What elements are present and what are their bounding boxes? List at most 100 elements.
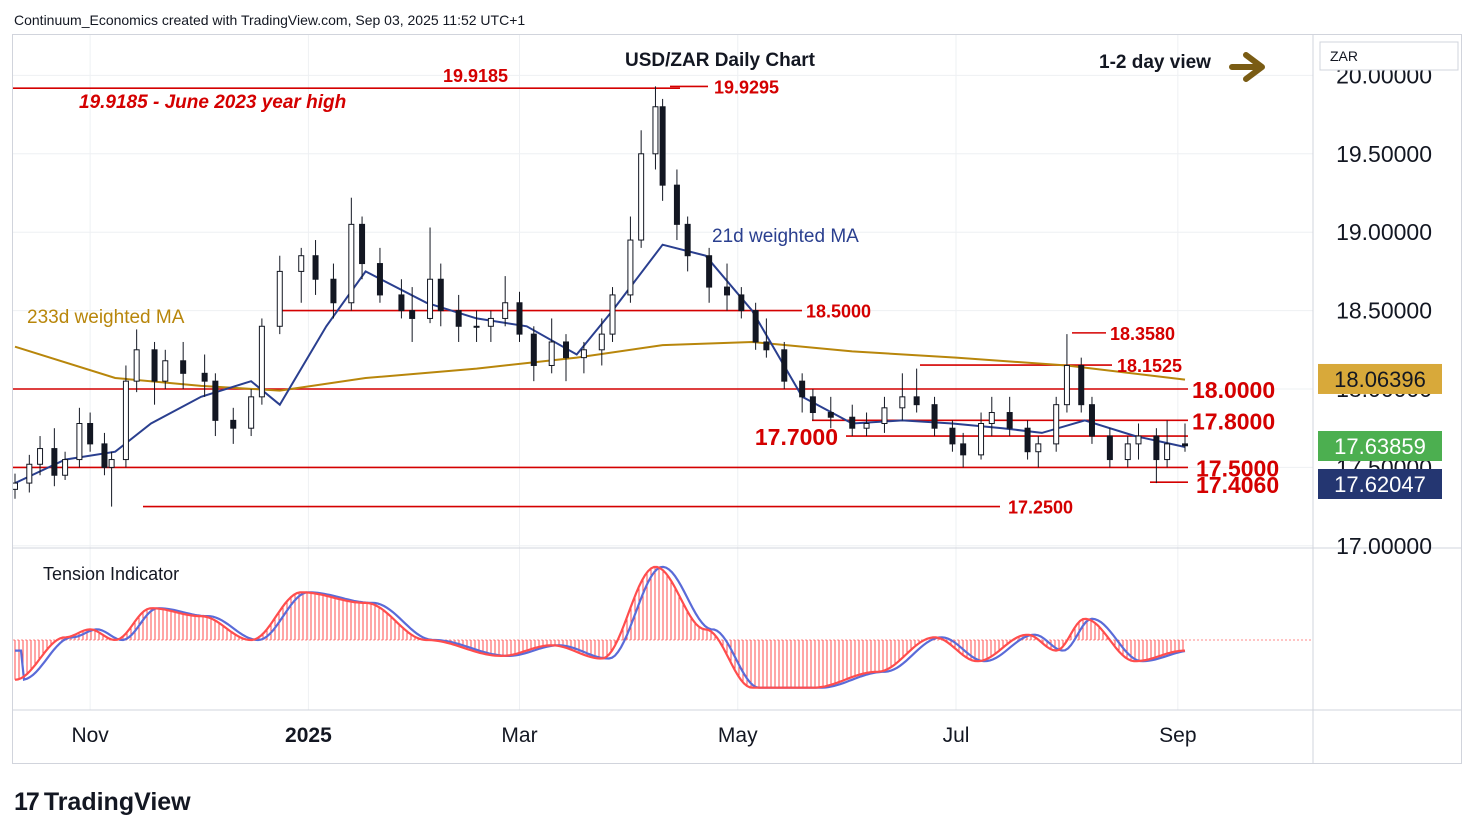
candle-body [684, 223, 691, 257]
wma233-path [14, 340, 1186, 392]
level-label: 17.8000 [1192, 408, 1275, 434]
candle-body [276, 270, 283, 327]
candle-body [627, 239, 634, 296]
view-note: 1-2 day view [1099, 52, 1211, 73]
candle-body [487, 317, 494, 327]
candle-body [849, 416, 856, 429]
candle-body [258, 325, 265, 398]
candle-body [108, 459, 115, 468]
tradingview-brand: 17 TradingView [14, 788, 191, 817]
candle-body [1078, 364, 1085, 406]
candle-body [51, 448, 58, 476]
candle-body [1124, 443, 1131, 461]
candle-body [398, 294, 405, 312]
candle-body [881, 407, 888, 424]
candle-body [312, 255, 319, 280]
time-axis-ticks: Nov 2025 Mar May Jul Sep [71, 724, 1196, 747]
chart-attribution: Continuum_Economics created with Trading… [14, 12, 526, 28]
support-resistance-levels [13, 85, 1188, 508]
candle-body [359, 223, 366, 265]
currency-label: ZAR [1330, 48, 1358, 64]
candle-body [180, 360, 187, 374]
candle-body [1024, 427, 1031, 453]
candle-body [548, 341, 555, 366]
candle-body [330, 278, 337, 304]
candle-body [809, 396, 816, 414]
candle-body [437, 278, 444, 312]
candle-body [913, 396, 920, 406]
candle-body [724, 286, 731, 296]
price-badge [1318, 363, 1442, 394]
candle-body [201, 372, 208, 382]
candle-body [960, 443, 967, 456]
candle-body [122, 380, 129, 461]
wma233-line [14, 340, 1186, 392]
candle-body [1106, 435, 1113, 461]
candle-body [580, 349, 587, 359]
level-label: 18.1525 [1117, 356, 1182, 376]
tension-main-line [14, 565, 1186, 689]
level-label: 19.9185 [443, 66, 508, 86]
price-badge [1318, 431, 1442, 461]
candle-body [26, 463, 33, 484]
candle-body [516, 302, 523, 335]
level-label: 18.0000 [1192, 377, 1275, 403]
candle-body [1088, 404, 1095, 437]
candle-body [133, 349, 140, 382]
price-badge-label: 18.06396 [1334, 367, 1426, 392]
candle-body [298, 255, 305, 272]
candle-body [230, 419, 237, 429]
candle-body [427, 278, 434, 319]
time-tick-label: Nov [71, 724, 109, 747]
candle-body [863, 422, 870, 429]
price-tick-label: 19.00000 [1336, 219, 1432, 245]
level-label: 19.9295 [714, 77, 779, 97]
time-tick-label: 2025 [285, 724, 332, 747]
level-label: 17.5000 [1196, 455, 1279, 481]
level-labels: 19.9185 19.9295 18.5000 18.3580 18.1525 18.00… [79, 66, 1279, 517]
candle-body [212, 380, 219, 421]
candle-body [978, 422, 985, 456]
candle-body [563, 341, 570, 359]
candle-body [1135, 435, 1142, 445]
level-label: 18.3580 [1110, 324, 1175, 344]
candle-body [752, 310, 759, 343]
candle-body [162, 360, 169, 382]
candle-body [1053, 404, 1060, 445]
candle-body [931, 404, 938, 429]
candle-body [376, 263, 383, 296]
price-badge-label: 17.63859 [1334, 434, 1426, 459]
time-tick-label: Sep [1159, 724, 1196, 747]
level-label: 17.2500 [1008, 498, 1073, 518]
candle-body [827, 412, 834, 418]
candle-body [13, 482, 18, 490]
candlesticks [13, 86, 1188, 507]
wma21-label: 21d weighted MA [712, 226, 859, 247]
candle-body [248, 396, 255, 429]
candle-body [348, 223, 355, 304]
candle-body [87, 422, 94, 445]
candle-body [455, 310, 462, 327]
candle-body [781, 349, 788, 382]
candle-body [609, 294, 616, 335]
candle-body [706, 255, 713, 288]
tradingview-name: TradingView [43, 788, 191, 816]
candle-body [62, 459, 69, 476]
candle-body [409, 310, 416, 319]
candle-body [1006, 412, 1013, 429]
level-label: 17.7000 [755, 424, 838, 450]
candle-body [1153, 435, 1160, 461]
tension-indicator-label: Tension Indicator [43, 564, 179, 584]
candle-body [1063, 364, 1070, 406]
tradingview-logo-icon: 17 [14, 788, 40, 816]
candle-body [598, 333, 605, 351]
currency-box[interactable] [1319, 41, 1459, 71]
candle-body [76, 422, 83, 461]
chart-frame [12, 34, 1462, 764]
candle-body [899, 396, 906, 409]
level-note: 19.9185 - June 2023 year high [79, 92, 346, 113]
candle-body [473, 325, 480, 328]
candle-body [37, 448, 44, 465]
tension-indicator [13, 565, 1313, 689]
